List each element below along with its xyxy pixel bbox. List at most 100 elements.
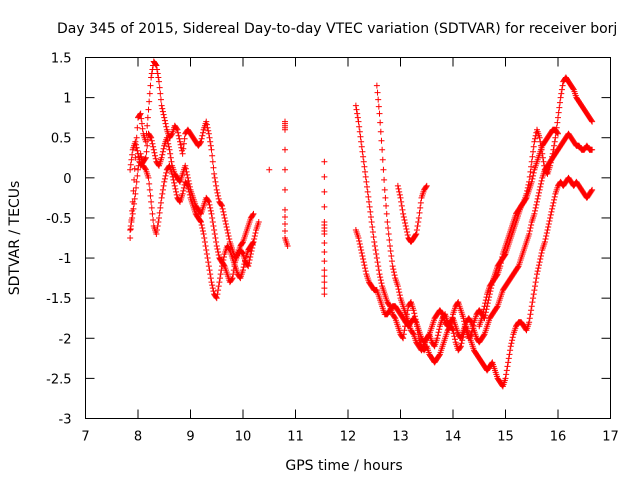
data-point-mid-h xyxy=(482,300,489,307)
y-tick-label: -1 xyxy=(59,252,72,267)
data-point-track-b xyxy=(142,154,149,161)
data-point-track-a xyxy=(249,211,256,218)
data-point-track-e xyxy=(386,237,393,244)
data-point-track-c xyxy=(173,191,180,198)
data-point-track-d xyxy=(362,173,369,180)
data-point-spur-g xyxy=(415,218,422,225)
data-point-track-e xyxy=(396,292,403,299)
data-point-spur-g xyxy=(398,202,405,209)
data-point-track-c xyxy=(169,170,176,177)
data-point-track-c xyxy=(209,282,216,289)
data-point-track-d xyxy=(449,326,456,333)
data-point-track-a xyxy=(215,192,222,199)
data-point-track-b xyxy=(213,239,220,246)
data-point-track-d xyxy=(375,263,382,270)
data-point-track-e xyxy=(527,168,534,175)
data-point-sparse-mid xyxy=(282,227,288,234)
data-point-track-c xyxy=(215,287,222,294)
data-point-track-d xyxy=(362,168,369,175)
data-point-track-e xyxy=(557,94,564,101)
data-point-sparse-mid xyxy=(282,166,288,173)
data-point-track-f xyxy=(356,238,363,245)
y-tick-label: -2 xyxy=(59,332,72,347)
data-point-track-e xyxy=(531,138,538,145)
data-point-track-d xyxy=(530,291,537,298)
data-point-track-a xyxy=(159,108,166,115)
data-point-track-d xyxy=(377,274,384,281)
data-point-track-c xyxy=(220,254,227,261)
data-point-spur-g xyxy=(396,188,403,195)
data-point-spur-g xyxy=(403,225,410,232)
data-point-track-b xyxy=(212,235,219,241)
data-point-track-c xyxy=(133,184,140,191)
data-point-track-b xyxy=(208,210,215,217)
data-point-track-c xyxy=(198,221,205,228)
data-point-track-c xyxy=(156,209,163,216)
data-point-track-e xyxy=(381,186,388,193)
data-point-sparse-mid xyxy=(321,291,328,298)
data-point-track-d xyxy=(363,178,370,185)
data-point-track-c xyxy=(139,159,146,166)
data-point-track-d xyxy=(536,259,543,266)
data-point-track-f xyxy=(537,183,544,190)
data-point-track-b xyxy=(143,148,150,155)
data-point-track-a xyxy=(223,223,230,230)
data-point-track-a xyxy=(224,226,231,233)
data-point-track-a xyxy=(221,214,228,221)
data-point-track-c xyxy=(215,283,222,290)
data-point-track-d xyxy=(549,202,556,209)
data-point-track-d xyxy=(589,186,596,193)
data-point-track-a xyxy=(136,111,143,118)
data-point-sparse-mid xyxy=(321,267,328,274)
data-point-mid-h xyxy=(480,306,487,313)
data-point-track-d xyxy=(537,256,544,263)
data-point-track-c xyxy=(205,263,212,270)
data-point-track-e xyxy=(528,163,535,170)
data-point-track-a xyxy=(211,170,218,177)
x-tick-label: 7 xyxy=(81,430,89,445)
data-point-track-c xyxy=(160,182,167,189)
data-point-track-e xyxy=(570,85,577,92)
data-point-track-a xyxy=(147,82,154,89)
data-point-mid-h xyxy=(498,257,505,264)
data-point-track-b xyxy=(142,155,149,162)
data-point-mid-h xyxy=(530,172,537,179)
data-point-track-d xyxy=(457,344,464,351)
data-point-track-c xyxy=(157,204,164,211)
data-point-track-d xyxy=(364,188,371,195)
data-point-track-c xyxy=(180,187,187,194)
data-point-track-d xyxy=(368,218,375,225)
data-point-sparse-mid xyxy=(282,146,288,153)
data-point-sparse-mid xyxy=(321,249,328,256)
data-point-track-b xyxy=(246,257,253,264)
data-point-sparse-mid xyxy=(321,230,328,237)
data-point-track-a xyxy=(146,98,153,105)
data-point-track-d xyxy=(505,355,512,362)
data-point-track-f xyxy=(361,262,368,269)
data-point-track-a xyxy=(163,123,170,130)
data-point-track-a xyxy=(144,114,151,121)
data-point-track-d xyxy=(549,205,556,212)
data-point-track-f xyxy=(536,186,543,193)
data-point-track-f xyxy=(589,146,596,153)
data-point-mid-h xyxy=(480,309,487,316)
data-point-track-c xyxy=(184,182,191,189)
data-point-track-d xyxy=(410,307,417,314)
data-point-track-a xyxy=(173,125,180,132)
data-point-track-e xyxy=(394,283,401,290)
data-point-track-d xyxy=(361,163,368,170)
data-point-track-a xyxy=(127,235,134,241)
data-point-track-d xyxy=(505,359,512,366)
y-tick-label: 0 xyxy=(63,172,71,187)
data-point-track-c xyxy=(184,181,191,188)
data-point-track-b xyxy=(163,134,170,141)
data-point-track-d xyxy=(356,128,363,135)
data-point-track-f xyxy=(537,180,544,187)
data-point-track-b xyxy=(184,171,191,178)
data-point-sparse-mid xyxy=(321,258,328,265)
data-point-track-d xyxy=(369,223,376,230)
data-point-track-e xyxy=(395,286,402,293)
data-point-track-c xyxy=(146,180,153,187)
data-point-track-c xyxy=(216,279,223,286)
data-point-track-a xyxy=(161,117,168,124)
